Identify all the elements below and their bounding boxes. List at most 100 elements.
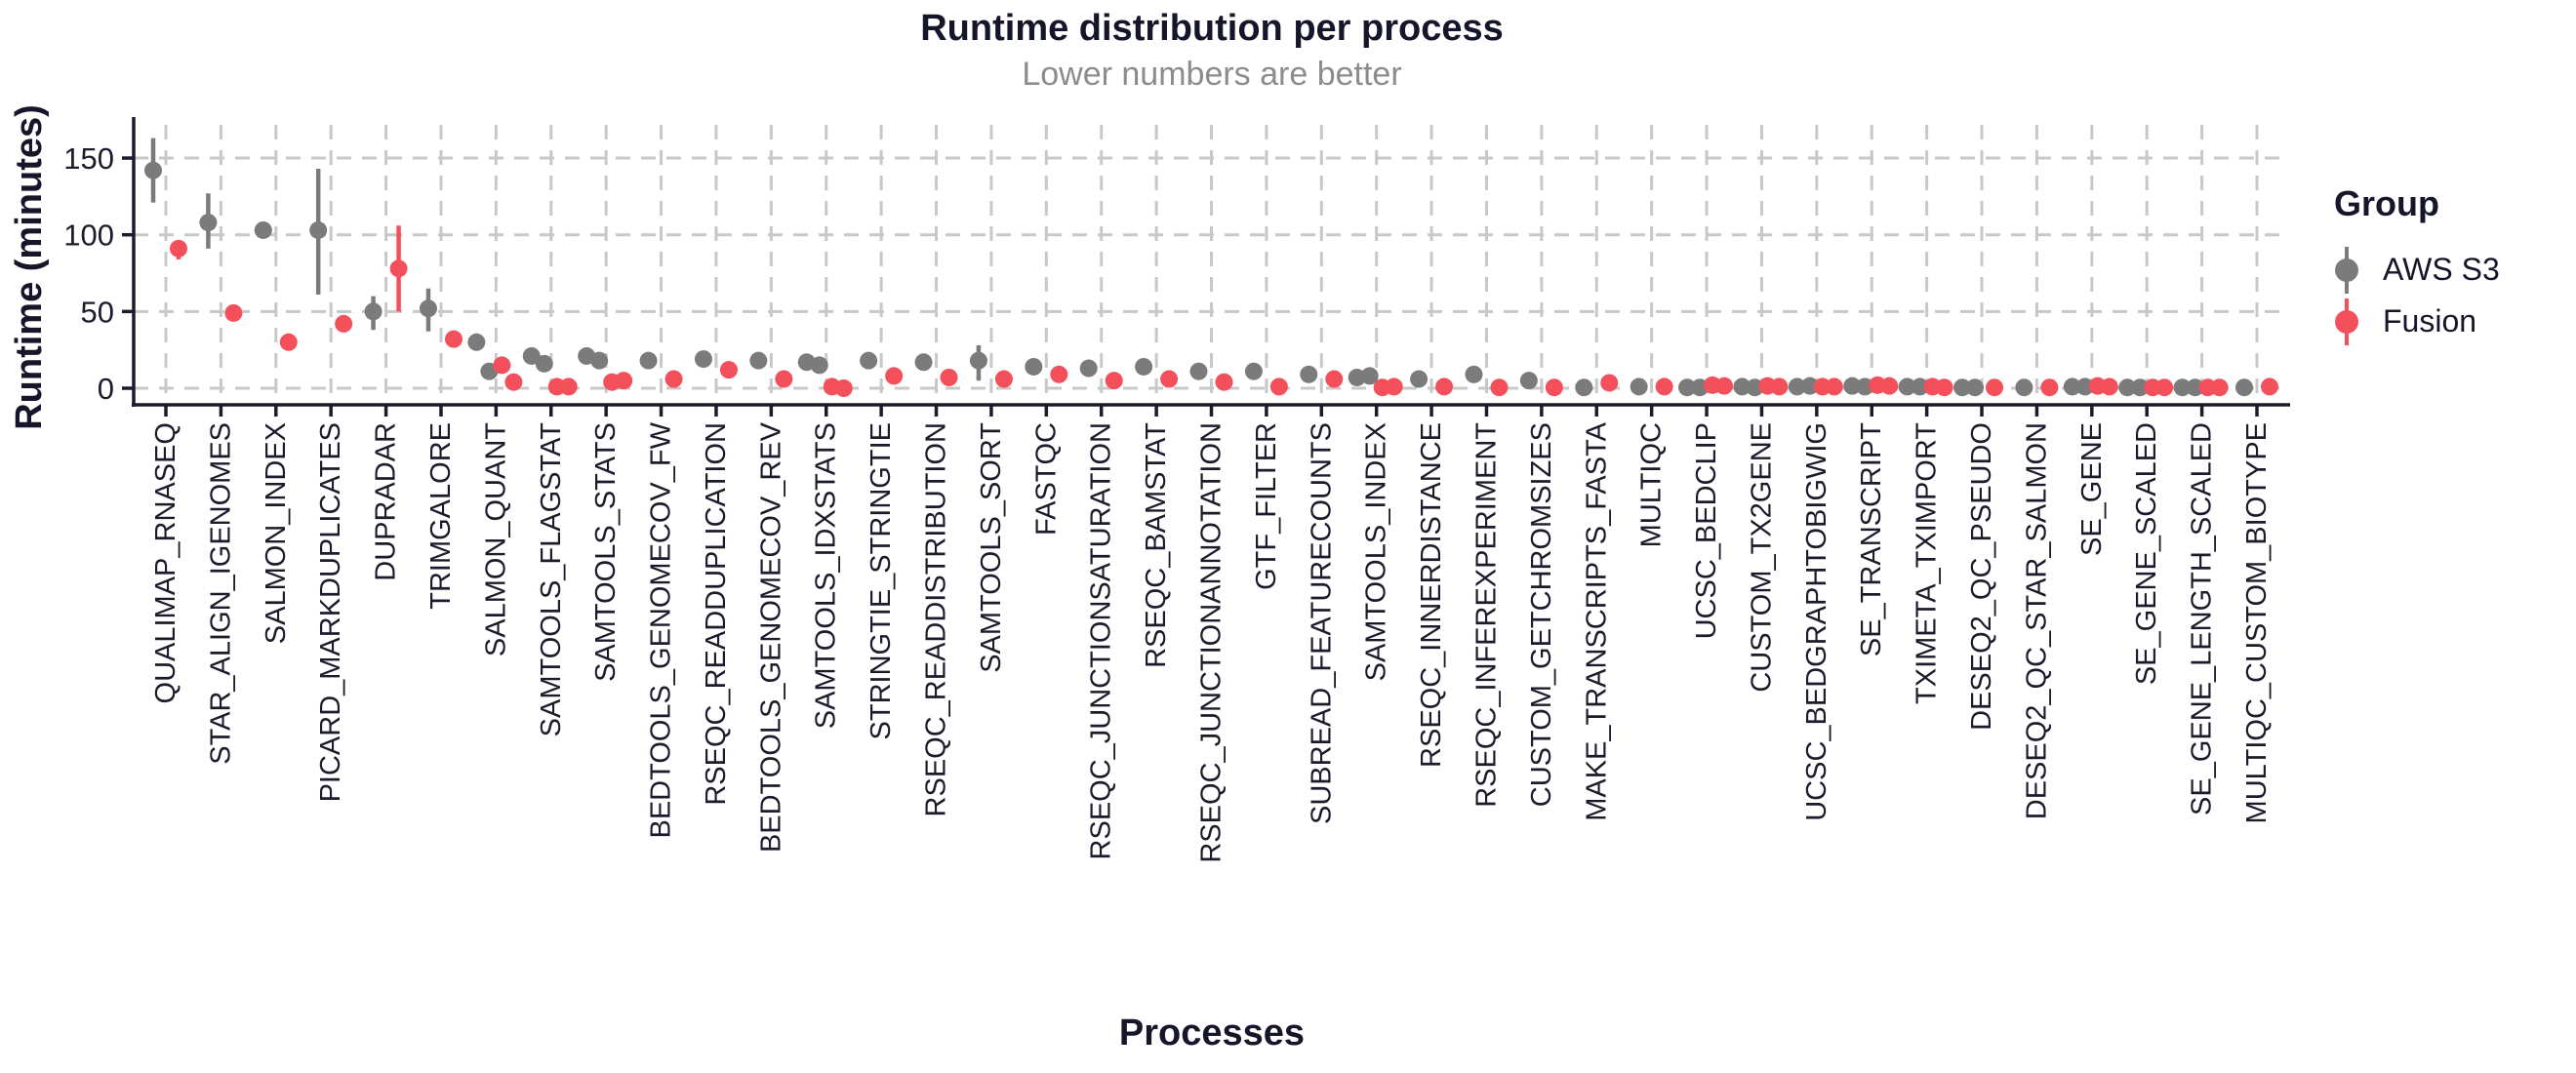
data-point-aws_s3 (749, 351, 768, 370)
legend-item-fusion: Fusion (2334, 296, 2500, 347)
x-tick-label: PICARD_MARKDUPLICATES (315, 422, 346, 802)
data-point-aws_s3 (1410, 370, 1429, 388)
pointrange-icon (2334, 298, 2359, 345)
data-point-aws_s3 (914, 353, 933, 372)
x-tick-label: FASTQC (1030, 422, 1062, 536)
data-point-fusion (1655, 378, 1673, 396)
data-point-fusion (1050, 365, 1068, 383)
x-tick-label: SE_GENE (2076, 422, 2108, 556)
data-point-fusion (1385, 378, 1403, 396)
x-axis-title: Processes (1118, 1013, 1306, 1053)
x-tick-label: SAMTOOLS_IDXSTATS (811, 422, 842, 729)
data-point-fusion (940, 368, 958, 386)
data-point-aws_s3 (2015, 378, 2033, 397)
legend: Group AWS S3 Fusion (2334, 183, 2500, 347)
x-tick-label: DESEQ2_QC_PSEUDO (1966, 422, 1997, 731)
data-point-aws_s3 (364, 302, 382, 321)
data-point-fusion (664, 370, 683, 388)
data-point-aws_s3 (1360, 367, 1379, 385)
y-axis-title: Runtime (minutes) (9, 104, 50, 430)
x-tick-label: MAKE_TRANSCRIPTS_FASTA (1581, 421, 1612, 820)
data-point-fusion (444, 330, 463, 348)
data-point-fusion (1215, 373, 1233, 391)
data-point-aws_s3 (1630, 378, 1648, 396)
data-point-fusion (2210, 378, 2229, 397)
data-point-aws_s3 (1575, 378, 1593, 397)
legend-key-dot-fusion (2335, 309, 2358, 334)
chart-title: Runtime distribution per process (920, 8, 1504, 49)
data-point-aws_s3 (199, 214, 218, 232)
x-tick-label: RSEQC_READDUPLICATION (701, 422, 732, 806)
data-point-fusion (1770, 378, 1789, 396)
x-tick-label: RSEQC_JUNCTIONANNOTATION (1196, 422, 1228, 863)
data-point-fusion (1490, 378, 1509, 397)
chart-subtitle: Lower numbers are better (1022, 56, 1402, 93)
data-point-aws_s3 (1135, 357, 1153, 376)
data-point-aws_s3 (639, 351, 658, 370)
x-tick-label: SE_GENE_LENGTH_SCALED (2187, 422, 2218, 815)
data-point-fusion (559, 378, 578, 396)
data-point-fusion (279, 333, 298, 351)
x-tick-label: CUSTOM_TX2GENE (1746, 422, 1777, 693)
data-point-aws_s3 (1898, 378, 1916, 396)
data-point-fusion (2040, 378, 2059, 397)
data-point-fusion (775, 370, 793, 388)
x-tick-label: RSEQC_INFEREXPERIMENT (1470, 422, 1502, 808)
data-point-aws_s3 (694, 350, 712, 369)
y-tick-label: 50 (81, 295, 114, 329)
data-point-fusion (834, 379, 853, 397)
data-point-aws_s3 (2173, 378, 2192, 397)
x-tick-label: SALMON_INDEX (261, 422, 292, 644)
data-point-aws_s3 (1966, 378, 1985, 397)
legend-key-dot-aws-s3 (2335, 258, 2358, 282)
x-tick-label: MULTIQC (1636, 422, 1668, 547)
data-point-fusion (2155, 378, 2174, 397)
data-point-fusion (1880, 377, 1899, 395)
data-point-aws_s3 (1519, 372, 1538, 390)
x-tick-label: SUBREAD_FEATURECOUNTS (1306, 422, 1337, 824)
data-point-aws_s3 (535, 354, 553, 373)
data-point-aws_s3 (1300, 365, 1318, 383)
x-tick-label: SALMON_QUANT (480, 422, 511, 656)
data-point-fusion (1435, 378, 1454, 396)
data-point-aws_s3 (1678, 378, 1697, 397)
data-point-fusion (335, 314, 353, 333)
data-point-aws_s3 (1953, 378, 1972, 397)
x-tick-label: RSEQC_INNERDISTANCE (1416, 422, 1447, 768)
data-point-aws_s3 (2186, 378, 2204, 397)
data-point-fusion (1935, 378, 1953, 397)
data-point-fusion (493, 356, 511, 375)
x-tick-label: RSEQC_READDISTRIBUTION (921, 422, 952, 816)
x-tick-label: RSEQC_BAMSTAT (1141, 422, 1172, 668)
legend-label-fusion: Fusion (2383, 303, 2477, 338)
x-tick-label: SAMTOOLS_SORT (976, 422, 1007, 673)
data-point-aws_s3 (1465, 365, 1483, 383)
data-point-fusion (2261, 378, 2278, 396)
legend-title: Group (2334, 183, 2439, 223)
data-point-aws_s3 (590, 351, 609, 370)
data-point-fusion (719, 361, 738, 379)
pointrange-icon (2334, 246, 2359, 294)
x-tick-label: DUPRADAR (371, 422, 402, 581)
x-tick-label: TXIMETA_TXIMPORT (1912, 422, 1943, 704)
x-tick-label: MULTIQC_CUSTOM_BIOTYPE (2241, 422, 2273, 823)
x-tick-label: STRINGTIE_STRINGTIE (865, 422, 897, 739)
data-point-aws_s3 (2235, 378, 2253, 397)
data-point-aws_s3 (2063, 378, 2081, 396)
data-point-aws_s3 (467, 333, 486, 351)
data-point-aws_s3 (419, 299, 437, 318)
x-tick-label: BEDTOOLS_GENOMECOV_FW (646, 421, 677, 838)
data-point-aws_s3 (1244, 362, 1263, 380)
data-point-fusion (1825, 378, 1843, 396)
data-point-aws_s3 (1733, 378, 1751, 396)
data-point-aws_s3 (1079, 359, 1098, 378)
x-tick-label: TRIMGALORE (425, 422, 457, 610)
x-tick-label: SAMTOOLS_STATS (590, 422, 622, 682)
x-tick-label: GTF_FILTER (1251, 422, 1282, 590)
data-point-fusion (885, 367, 904, 385)
data-point-fusion (1325, 370, 1344, 388)
data-point-fusion (994, 370, 1013, 388)
data-point-aws_s3 (522, 346, 541, 365)
